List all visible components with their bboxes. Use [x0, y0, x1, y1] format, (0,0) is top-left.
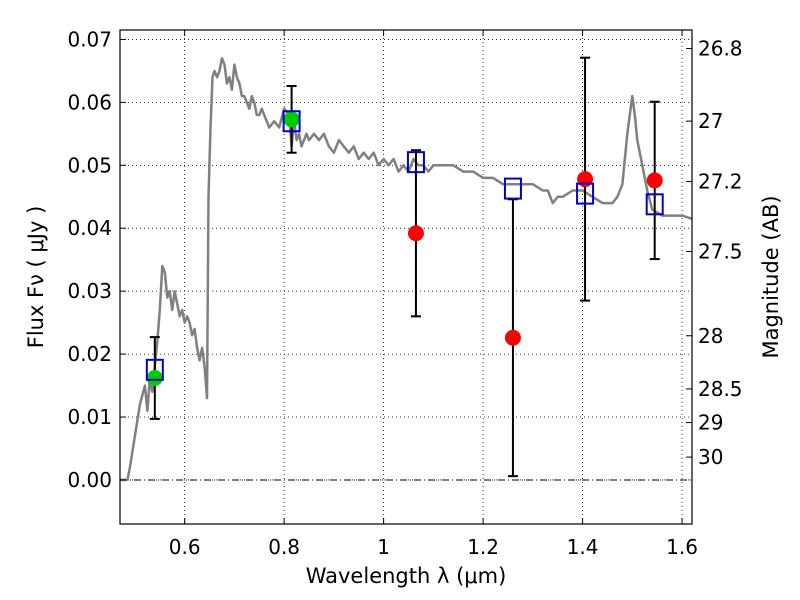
- x-tick-label: 0.6: [169, 535, 201, 559]
- y-tick-labels: 0.00 0.01 0.02 0.03 0.04 0.05 0.06 0.07: [67, 27, 112, 492]
- model-photometry-squares: [145, 110, 664, 381]
- x-tick-label: 1.2: [467, 535, 499, 559]
- y-tick-label: 0.06: [67, 90, 112, 114]
- plot-frame: [119, 29, 693, 525]
- x-tick-labels: 0.6 0.8 1 1.2 1.4 1.6: [169, 535, 698, 559]
- x-tick-label: 0.8: [268, 535, 300, 559]
- magnitude-tick-label: 30: [698, 445, 723, 469]
- axis-ticks: [120, 30, 692, 524]
- model-flux-square: [645, 193, 664, 216]
- y-tick-label: 0.07: [67, 27, 112, 51]
- magnitude-tick-label: 27: [698, 109, 723, 133]
- observed-flux-point: [146, 370, 163, 387]
- y-tick-label: 0.05: [67, 153, 112, 177]
- model-flux-square: [576, 182, 595, 205]
- magnitude-tick-labels: 26.8 27 27.2 27.5 28 28.5 29 30: [698, 37, 743, 470]
- y-tick-label: 0.01: [67, 405, 112, 429]
- magnitude-tick-label: 28.5: [698, 377, 743, 401]
- x-tick-label: 1.6: [666, 535, 698, 559]
- model-spectrum-line: [120, 57, 693, 482]
- magnitude-tick-label: 26.8: [698, 37, 743, 61]
- magnitude-tick-label: 27.2: [698, 170, 743, 194]
- observed-flux-point: [283, 111, 300, 128]
- observed-flux-point: [646, 172, 663, 189]
- magnitude-tick-label: 29: [698, 411, 723, 435]
- x-tick-label: 1: [377, 535, 390, 559]
- error-bars: [149, 56, 660, 478]
- observed-flux-point: [504, 329, 521, 346]
- model-flux-square: [406, 151, 425, 174]
- x-tick-label: 1.4: [567, 535, 599, 559]
- y-tick-label: 0.00: [67, 468, 112, 492]
- observed-points: [146, 111, 663, 387]
- y-tick-label: 0.04: [67, 216, 112, 240]
- y-axis-label: Flux Fν ( μJy ): [24, 206, 48, 349]
- magnitude-tick-label: 28: [698, 324, 723, 348]
- observed-flux-point: [407, 225, 424, 242]
- model-flux-square: [503, 177, 522, 200]
- model-flux-square: [145, 358, 164, 381]
- x-axis-label: Wavelength λ (μm): [306, 564, 507, 588]
- grid-lines: [120, 30, 692, 524]
- y-axis-right-label: Magnitude (AB): [759, 195, 783, 358]
- magnitude-tick-label: 27.5: [698, 239, 743, 263]
- y-tick-label: 0.02: [67, 342, 112, 366]
- model-flux-square: [282, 110, 301, 133]
- y-tick-label: 0.03: [67, 279, 112, 303]
